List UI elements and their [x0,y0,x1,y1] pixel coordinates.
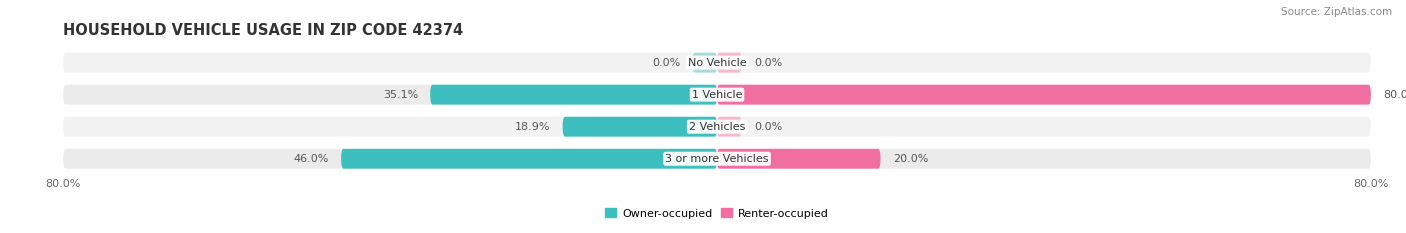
Text: 3 or more Vehicles: 3 or more Vehicles [665,154,769,164]
FancyBboxPatch shape [717,149,880,169]
Legend: Owner-occupied, Renter-occupied: Owner-occupied, Renter-occupied [600,204,834,223]
FancyBboxPatch shape [63,53,1371,72]
Text: 18.9%: 18.9% [515,122,550,132]
Text: HOUSEHOLD VEHICLE USAGE IN ZIP CODE 42374: HOUSEHOLD VEHICLE USAGE IN ZIP CODE 4237… [63,24,464,38]
Text: 46.0%: 46.0% [294,154,329,164]
FancyBboxPatch shape [717,117,741,137]
FancyBboxPatch shape [717,85,1371,105]
FancyBboxPatch shape [63,149,1371,169]
FancyBboxPatch shape [63,117,1371,137]
Text: 20.0%: 20.0% [893,154,928,164]
Text: 0.0%: 0.0% [754,58,782,68]
FancyBboxPatch shape [717,53,741,72]
Text: 80.0%: 80.0% [1384,90,1406,100]
Text: 1 Vehicle: 1 Vehicle [692,90,742,100]
Text: 35.1%: 35.1% [382,90,418,100]
Text: 2 Vehicles: 2 Vehicles [689,122,745,132]
Text: 0.0%: 0.0% [754,122,782,132]
FancyBboxPatch shape [693,53,717,72]
FancyBboxPatch shape [430,85,717,105]
Text: Source: ZipAtlas.com: Source: ZipAtlas.com [1281,7,1392,17]
FancyBboxPatch shape [342,149,717,169]
FancyBboxPatch shape [63,85,1371,105]
FancyBboxPatch shape [562,117,717,137]
Text: No Vehicle: No Vehicle [688,58,747,68]
Text: 0.0%: 0.0% [652,58,681,68]
